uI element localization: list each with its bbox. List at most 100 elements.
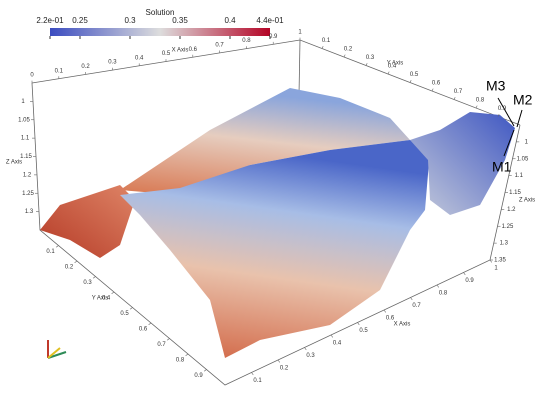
axis-tick-label: 1.1 <box>515 173 524 179</box>
axis-title: X Axis <box>394 322 411 328</box>
box-edge <box>31 82 521 386</box>
axis-tick-label: 0.1 <box>46 249 55 255</box>
axis-tick-label: 1 <box>494 266 498 272</box>
axis-tick <box>489 259 493 263</box>
axis-tick <box>166 338 170 341</box>
axis-tick-label: 0.5 <box>410 72 419 78</box>
axis-tick <box>497 113 500 117</box>
axis-tick-label: 0.4 <box>333 341 342 347</box>
axis-tick <box>129 307 133 310</box>
axis-tick-label: 0.2 <box>81 64 90 70</box>
axis-tick <box>431 88 434 92</box>
surface-right <box>410 112 515 215</box>
axis-tick-label: 1 <box>525 139 529 145</box>
axis-tick-label: 0.5 <box>162 51 171 57</box>
colorbar-tick-label: 4.4e-01 <box>256 16 284 25</box>
annotation: M1 <box>492 159 512 175</box>
axis-tick-label: 0.4 <box>135 55 144 61</box>
annotation-leader <box>516 109 523 128</box>
annotation: M2 <box>513 92 533 108</box>
axis-tick <box>92 276 96 279</box>
axis-tick-label: 0.1 <box>55 68 64 74</box>
axis-title: X Axis <box>172 48 189 54</box>
axis-tick <box>387 71 390 75</box>
axis-tick-label: 0.3 <box>366 55 375 61</box>
axis-tick <box>330 334 334 338</box>
axis-tick-label: 0.4 <box>102 296 111 302</box>
axis-tick-label: 1 <box>21 99 25 105</box>
axis-tick <box>453 96 456 100</box>
axis-tick <box>343 54 346 58</box>
axis-tick-label: 0.6 <box>139 327 148 333</box>
axis-tick-label: 0.5 <box>120 311 129 317</box>
colorbar-tick-label: 0.4 <box>224 16 236 25</box>
surface-back <box>120 88 410 195</box>
axis-tick-label: 1.25 <box>502 224 514 230</box>
axis-tick-label: 0.5 <box>359 328 368 334</box>
surface-left-wing <box>40 185 135 258</box>
axis-tick-label: 1.3 <box>500 241 509 247</box>
axis-tick <box>277 359 281 363</box>
axis-tick-label: 0.4 <box>388 64 397 70</box>
axis-tick-label: 0.3 <box>306 353 315 359</box>
axis-tick-label: 0.7 <box>215 42 224 48</box>
axis-title: Z Axis <box>6 160 22 166</box>
colorbar-tick-label: 2.2e-01 <box>36 16 64 25</box>
axis-tick-label: 1.2 <box>507 207 516 213</box>
axis-tick-label: 1.1 <box>21 136 30 142</box>
axis-tick-label: 0.2 <box>344 47 353 53</box>
axis-tick-label: 1.15 <box>509 190 521 196</box>
axis-tick-label: 0.9 <box>498 106 507 112</box>
axis-tick-label: 1.05 <box>18 117 30 123</box>
axis-tick-label: 1.35 <box>494 258 506 264</box>
axis-tick-label: 1.3 <box>25 209 34 215</box>
axis-tick <box>475 105 478 109</box>
axis-tick-label: 0.6 <box>432 81 441 87</box>
axis-tick-label: 0.8 <box>176 358 185 364</box>
axis-tick <box>74 260 78 264</box>
axis-tick-label: 0.7 <box>157 342 166 348</box>
axis-title: Z Axis <box>519 198 535 204</box>
axis-tick <box>203 369 207 372</box>
axis-tick-label: 0.9 <box>465 278 474 284</box>
annotation-leader <box>497 97 515 127</box>
axis-tick-label: 0.1 <box>322 38 331 44</box>
colorbar-tick-label: 0.25 <box>72 16 88 25</box>
axis-tick-label: 0.6 <box>386 316 395 322</box>
axis-tick-label: 0.8 <box>242 38 251 44</box>
axis-tick-label: 1 <box>298 30 302 36</box>
axis-tick <box>148 322 152 326</box>
colorbar-title: Solution <box>146 8 175 17</box>
axis-tick <box>436 284 440 288</box>
axis-tick-label: 1.15 <box>20 154 32 160</box>
axis-tick <box>365 62 368 66</box>
orientation-axis <box>47 347 61 359</box>
axis-tick-label: 0.2 <box>65 265 74 271</box>
axis-title: Y Axis <box>387 61 404 67</box>
colorbar-tick-label: 0.3 <box>124 16 136 25</box>
axis-tick <box>463 272 466 276</box>
axis-tick-label: 0.8 <box>439 291 448 297</box>
axis-tick-label: 0.2 <box>280 366 289 372</box>
axis-tick-label: 0 <box>30 73 34 79</box>
axis-tick <box>409 79 412 83</box>
orientation-axis <box>47 351 67 359</box>
axis-tick-label: 0.9 <box>269 34 278 40</box>
axis-tick-label: 1.05 <box>517 156 529 162</box>
annotation-leader <box>503 129 515 157</box>
axis-tick-label: 1.25 <box>22 191 34 197</box>
axis-tick <box>383 309 387 313</box>
axis-tick <box>357 322 360 326</box>
axis-tick-label: 0.8 <box>476 98 485 104</box>
axis-tick-label: 0.7 <box>454 89 463 95</box>
axis-tick-label: 0.3 <box>108 60 117 66</box>
axis-tick-label: 0.6 <box>189 47 198 53</box>
axis-tick <box>410 297 413 301</box>
axis-tick-label: 0.7 <box>412 303 421 309</box>
axis-tick <box>251 372 254 376</box>
axis-tick-label: 0.9 <box>194 373 203 379</box>
axis-title: Y Axis <box>92 296 109 302</box>
surface-front <box>120 140 430 358</box>
axis-tick <box>111 291 115 295</box>
